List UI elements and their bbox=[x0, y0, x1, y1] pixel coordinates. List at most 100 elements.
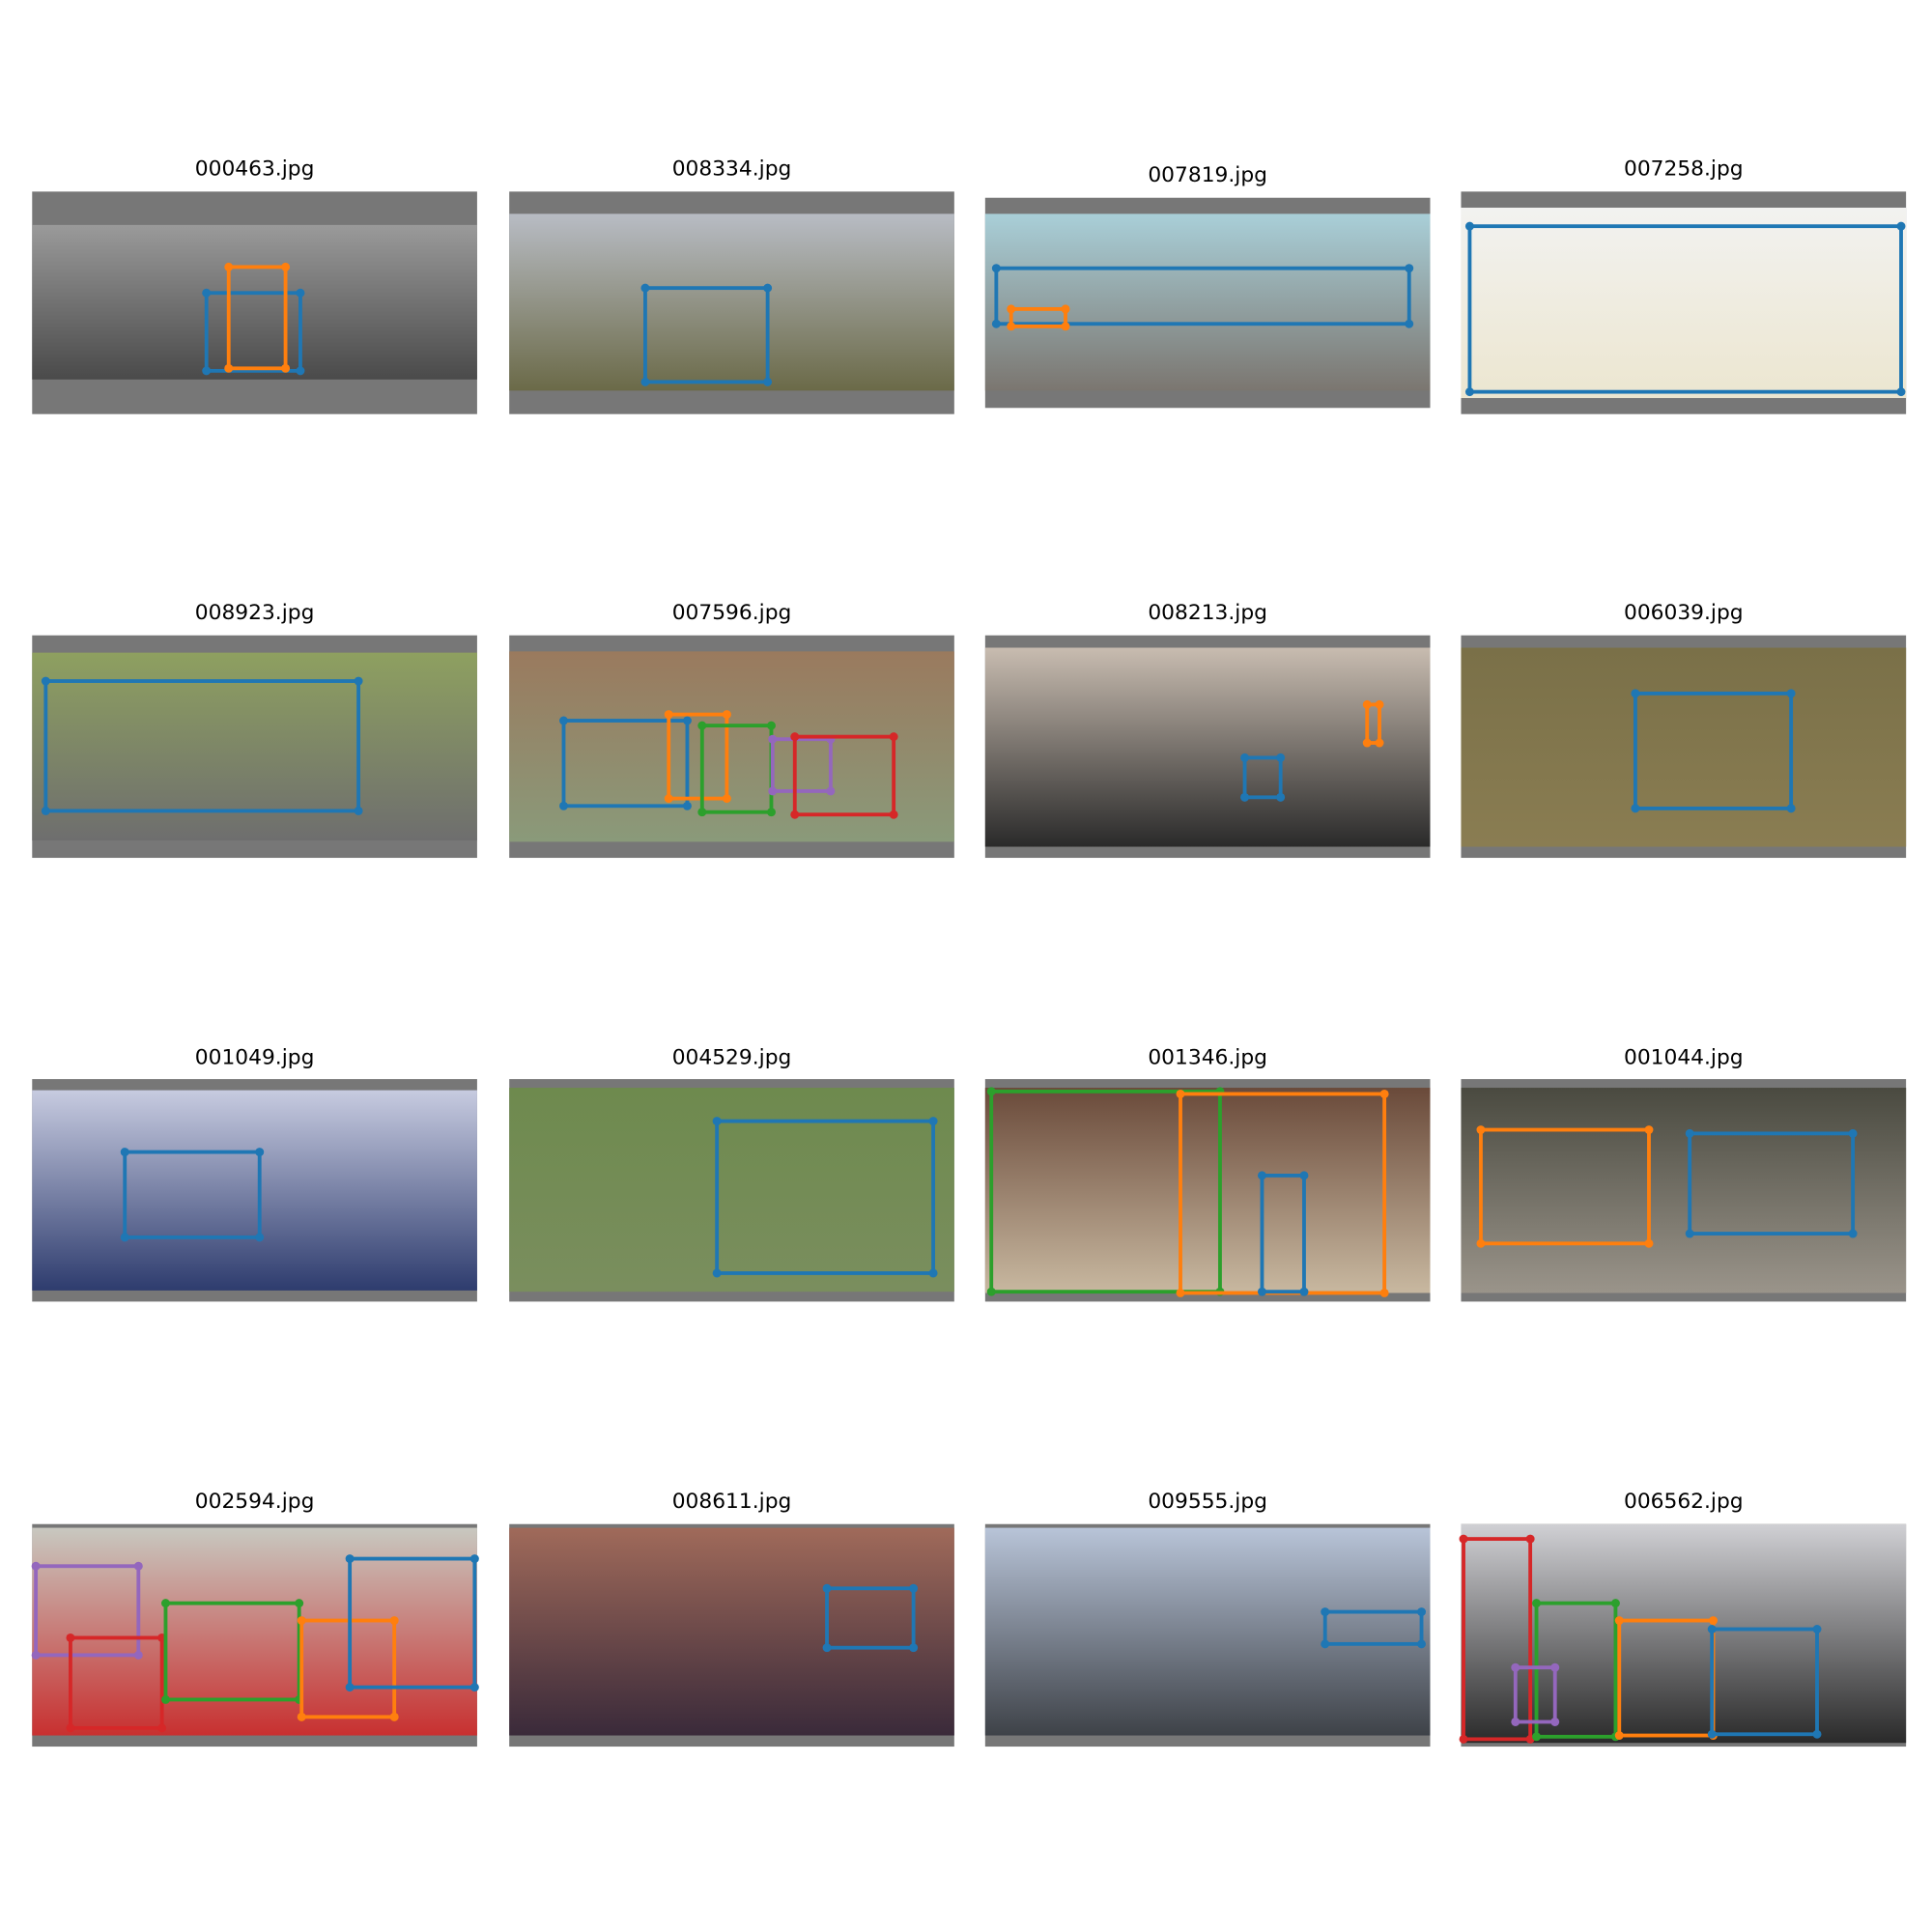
box-corner bbox=[1532, 1732, 1542, 1742]
box-corner bbox=[1896, 387, 1906, 397]
panel-title: 006562.jpg bbox=[1624, 1490, 1744, 1514]
box-corner bbox=[1550, 1717, 1560, 1726]
box-corner bbox=[224, 262, 234, 271]
panel-title: 001044.jpg bbox=[1624, 1046, 1744, 1070]
box-corner bbox=[928, 1117, 938, 1126]
box-corner bbox=[790, 810, 800, 819]
box-corner bbox=[1007, 304, 1016, 314]
box-corner bbox=[1061, 304, 1070, 314]
bounding-box bbox=[1009, 306, 1067, 328]
box-corner bbox=[1812, 1625, 1822, 1634]
box-corner bbox=[712, 1268, 722, 1278]
box-corner bbox=[1276, 792, 1286, 802]
photo bbox=[984, 1088, 1431, 1293]
bounding-box bbox=[1242, 755, 1283, 800]
box-corner bbox=[1631, 689, 1640, 698]
box-corner bbox=[1362, 699, 1372, 709]
box-corner bbox=[1257, 1171, 1266, 1180]
box-corner bbox=[281, 262, 291, 271]
box-corner bbox=[1848, 1128, 1858, 1138]
box-corner bbox=[1257, 1287, 1266, 1296]
box-corner bbox=[1299, 1171, 1309, 1180]
bounding-box bbox=[34, 1564, 141, 1658]
box-corner bbox=[1240, 792, 1250, 802]
bounding-box bbox=[204, 291, 302, 373]
box-corner bbox=[1786, 689, 1796, 698]
box-corner bbox=[354, 806, 363, 815]
box-corner bbox=[1786, 804, 1796, 813]
box-corner bbox=[768, 786, 778, 796]
bounding-box bbox=[1710, 1627, 1819, 1737]
box-corner bbox=[469, 1683, 479, 1692]
panel: 001049.jpg bbox=[32, 1046, 477, 1302]
box-corner bbox=[1459, 1734, 1468, 1744]
box-corner bbox=[133, 1650, 143, 1660]
box-corner bbox=[991, 319, 1001, 328]
photo bbox=[32, 224, 477, 380]
bounding-box bbox=[69, 1635, 164, 1730]
box-corner bbox=[1644, 1125, 1654, 1135]
panel-title: 007258.jpg bbox=[1624, 157, 1744, 182]
box-corner bbox=[1631, 804, 1640, 813]
photo bbox=[509, 1088, 954, 1293]
box-corner bbox=[559, 801, 568, 810]
box-corner bbox=[1812, 1729, 1822, 1739]
box-corner bbox=[1511, 1662, 1520, 1672]
photo bbox=[1461, 1088, 1907, 1293]
photo bbox=[984, 647, 1431, 847]
box-corner bbox=[697, 808, 707, 817]
bounding-box bbox=[1462, 1537, 1533, 1742]
bounding-box bbox=[1479, 1127, 1651, 1246]
bounding-box bbox=[825, 1586, 916, 1650]
bounding-box bbox=[1688, 1131, 1856, 1236]
bounding-box bbox=[643, 286, 770, 384]
box-corner bbox=[41, 676, 50, 686]
photo bbox=[32, 1090, 477, 1291]
bounding-box bbox=[989, 1089, 1222, 1294]
box-corner bbox=[345, 1683, 355, 1692]
panel: 002594.jpg bbox=[31, 1490, 479, 1747]
box-corner bbox=[469, 1554, 479, 1564]
bounding-box bbox=[1365, 702, 1381, 745]
box-corner bbox=[31, 1561, 41, 1571]
box-corner bbox=[157, 1723, 167, 1733]
box-corner bbox=[664, 710, 673, 720]
box-corner bbox=[120, 1233, 129, 1242]
box-corner bbox=[297, 1616, 306, 1626]
box-corner bbox=[559, 716, 568, 725]
panel: 008611.jpg bbox=[509, 1490, 954, 1747]
bounding-box bbox=[123, 1150, 262, 1239]
box-corner bbox=[281, 363, 291, 373]
box-corner bbox=[1614, 1616, 1624, 1626]
box-corner bbox=[1362, 738, 1372, 748]
box-corner bbox=[722, 794, 731, 804]
box-corner bbox=[766, 808, 776, 817]
box-corner bbox=[1644, 1238, 1654, 1248]
box-corner bbox=[763, 283, 773, 293]
box-corner bbox=[909, 1583, 919, 1593]
panel-title: 001346.jpg bbox=[1148, 1046, 1267, 1070]
box-corner bbox=[889, 810, 898, 819]
box-corner bbox=[640, 377, 650, 386]
box-corner bbox=[202, 366, 212, 376]
photo bbox=[509, 651, 954, 842]
bounding-box bbox=[348, 1556, 477, 1690]
box-corner bbox=[1379, 1089, 1389, 1098]
box-corner bbox=[1896, 221, 1906, 231]
box-corner bbox=[160, 1599, 170, 1608]
panel-title: 002594.jpg bbox=[195, 1490, 315, 1514]
box-corner bbox=[1685, 1229, 1694, 1238]
panel: 007596.jpg bbox=[509, 601, 954, 859]
box-corner bbox=[66, 1633, 75, 1642]
panel: 001044.jpg bbox=[1461, 1046, 1907, 1302]
photo bbox=[984, 213, 1431, 391]
box-corner bbox=[1061, 322, 1070, 331]
box-corner bbox=[768, 734, 778, 744]
box-corner bbox=[160, 1694, 170, 1704]
panel: 007819.jpg bbox=[984, 163, 1431, 409]
box-corner bbox=[1299, 1287, 1309, 1296]
box-corner bbox=[255, 1148, 265, 1157]
box-corner bbox=[133, 1561, 143, 1571]
bounding-box bbox=[561, 719, 690, 809]
